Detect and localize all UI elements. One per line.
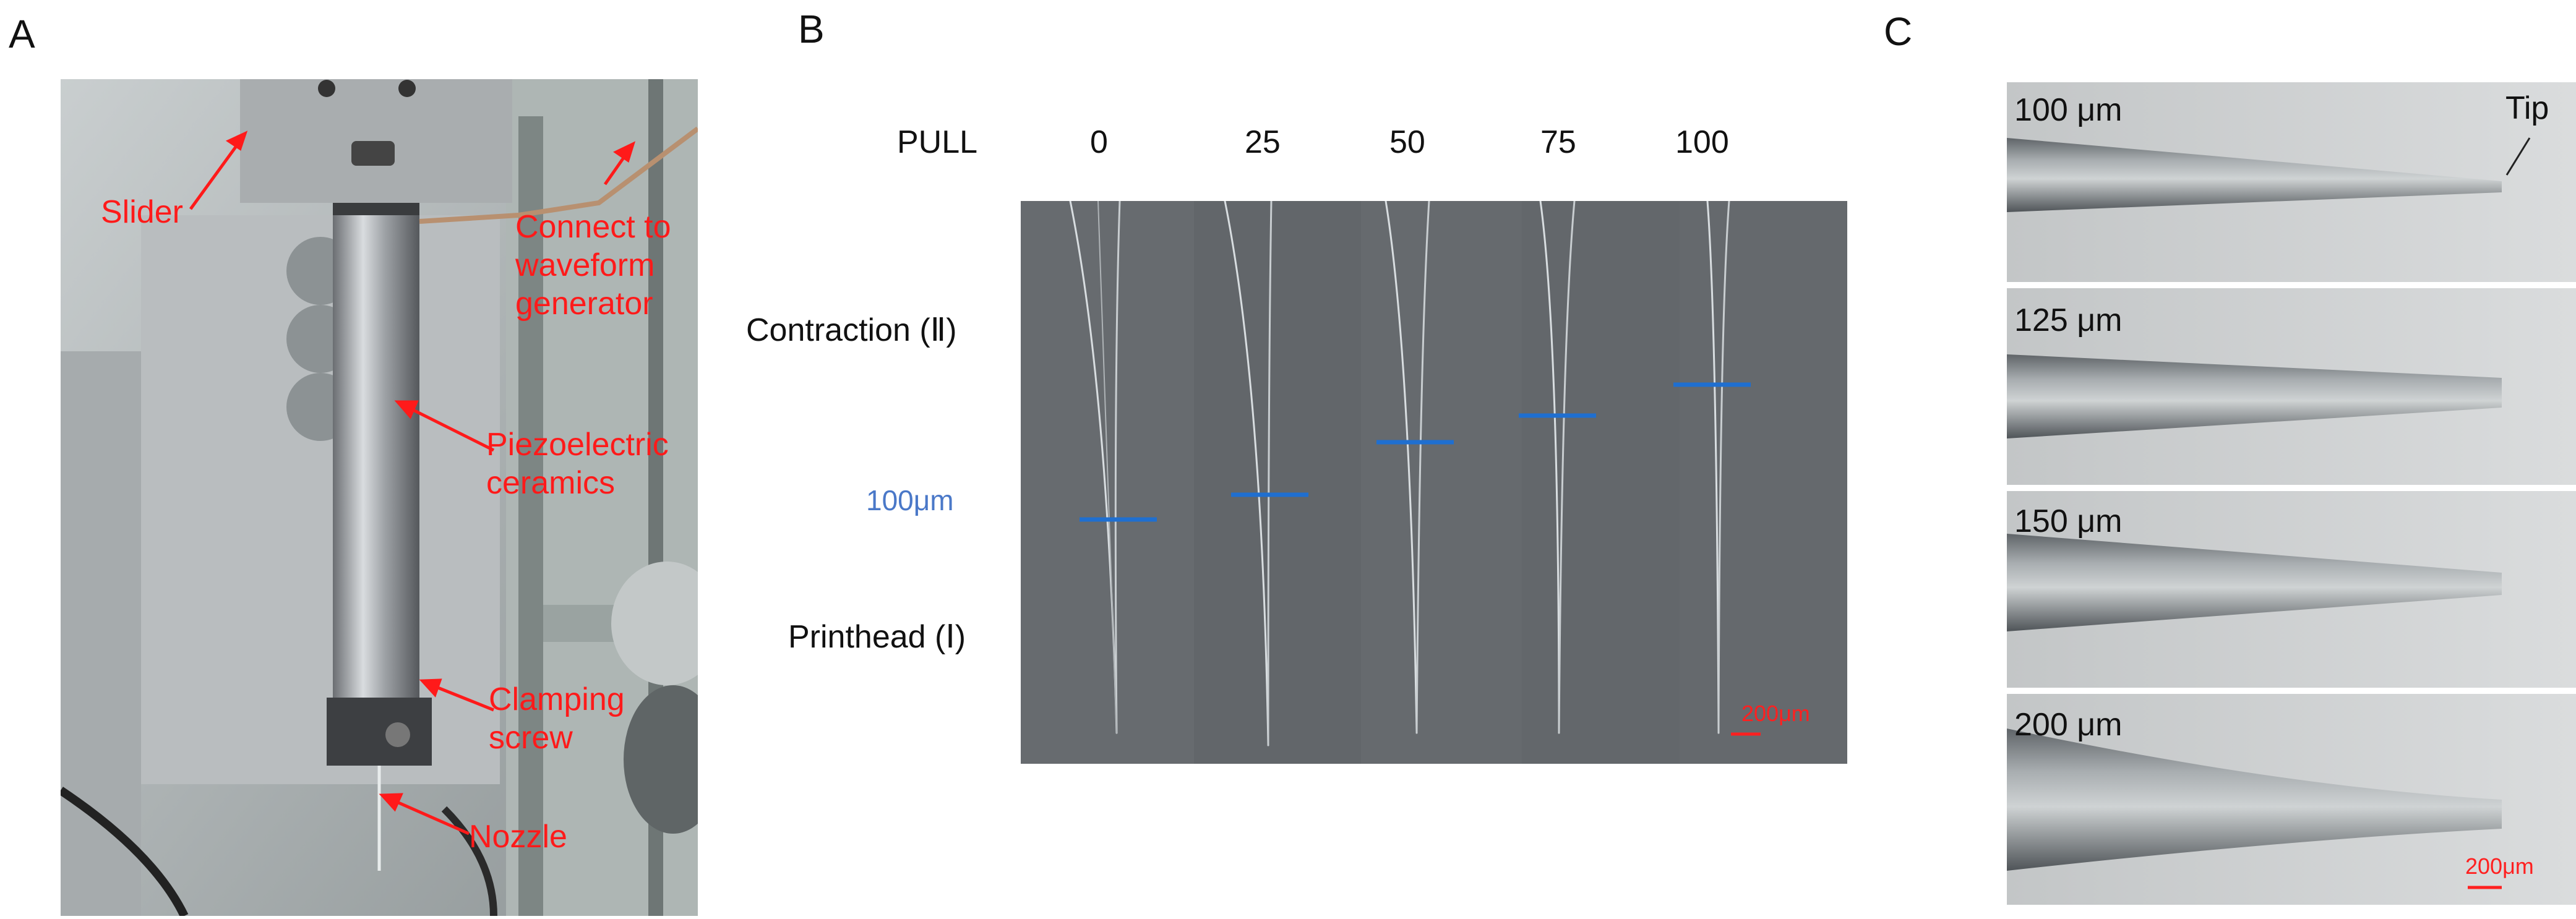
panel-label-a: A (9, 12, 35, 56)
nozzle-tip-stack-graphic (2007, 82, 2576, 905)
pull-value-0: 0 (1090, 124, 1108, 160)
panel-label-c: C (1884, 9, 1913, 54)
size-label-150: 150 μm (2014, 503, 2123, 539)
piezo-label: Piezoelectric ceramics (486, 427, 669, 501)
slider-label: Slider (101, 194, 183, 230)
nozzle-label: Nozzle (469, 819, 567, 855)
size-label-200: 200 μm (2014, 707, 2123, 743)
nozzle-micrograph (1021, 200, 1847, 764)
pull-value-100: 100 (1675, 124, 1729, 160)
size-label-100: 100 μm (2014, 92, 2123, 128)
nozzle-micrograph-graphic (1021, 200, 1847, 764)
scale-100um-label: 100μm (866, 484, 954, 516)
contraction-label: Contraction (Ⅱ) (746, 312, 957, 348)
pull-value-50: 50 (1389, 124, 1425, 160)
pull-label: PULL (897, 124, 978, 160)
pull-value-75: 75 (1540, 124, 1576, 160)
printhead-label: Printhead (Ⅰ) (788, 619, 966, 655)
scale-200um-label-b: 200μm (1741, 701, 1810, 726)
apparatus-photo (58, 79, 723, 918)
size-label-125: 125 μm (2014, 302, 2123, 338)
nozzle-tip-stack (2007, 82, 2576, 905)
scale-200um-label-c: 200μm (2465, 853, 2534, 879)
panel-label-b: B (798, 7, 825, 51)
clamp-label: Clamping screw (489, 682, 625, 756)
pull-value-25: 25 (1245, 124, 1281, 160)
apparatus-photo-graphic (58, 79, 723, 918)
connect-label: Connect to waveform generator (515, 209, 671, 322)
tip-label: Tip (2505, 90, 2549, 126)
